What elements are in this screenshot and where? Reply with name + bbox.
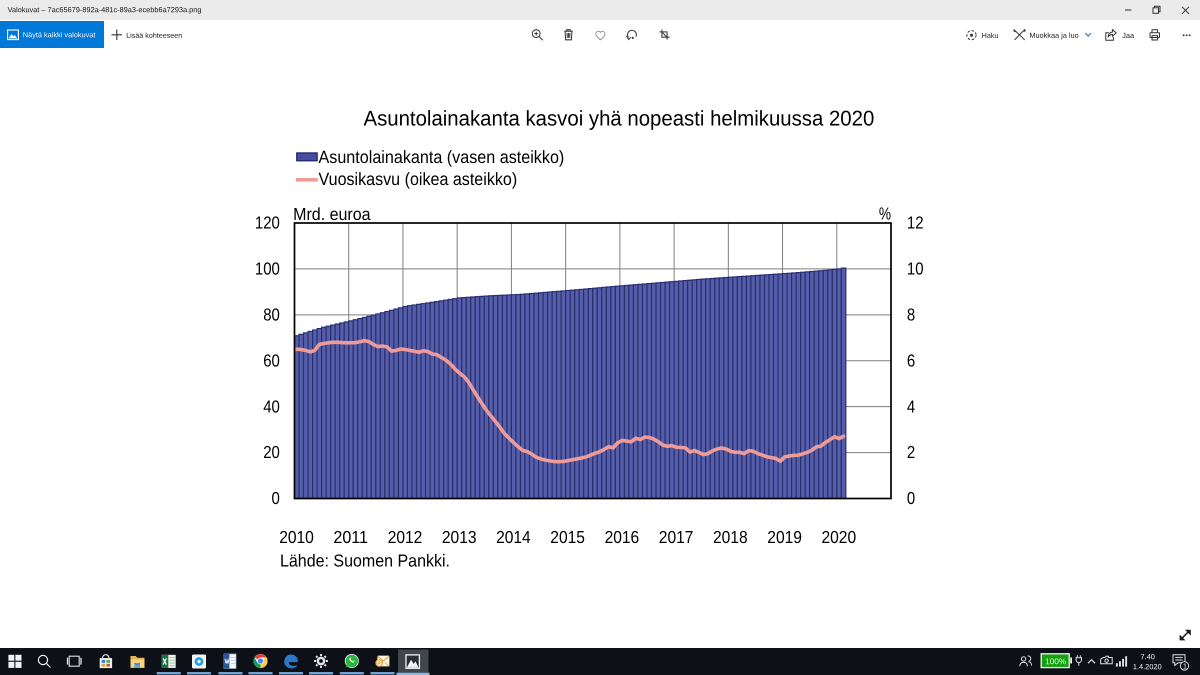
svg-text:Lähde: Suomen Pankki.: Lähde: Suomen Pankki. [280, 551, 450, 571]
svg-text:2012: 2012 [388, 527, 423, 547]
svg-text:2: 2 [907, 442, 915, 462]
svg-text:20: 20 [263, 442, 280, 462]
svg-text:120: 120 [255, 213, 280, 233]
svg-text:0: 0 [907, 488, 915, 508]
svg-text:2010: 2010 [279, 527, 314, 547]
svg-text:%: % [879, 204, 891, 224]
svg-text:2020: 2020 [822, 527, 857, 547]
svg-text:80: 80 [263, 304, 280, 324]
svg-text:2015: 2015 [550, 527, 585, 547]
svg-text:40: 40 [263, 396, 280, 416]
svg-text:2016: 2016 [605, 527, 640, 547]
svg-text:0: 0 [272, 488, 280, 508]
svg-text:100: 100 [255, 259, 280, 279]
svg-text:10: 10 [907, 259, 924, 279]
svg-text:2011: 2011 [333, 527, 368, 547]
svg-text:2018: 2018 [713, 527, 748, 547]
svg-text:Mrd. euroa: Mrd. euroa [293, 204, 371, 224]
svg-text:2013: 2013 [442, 527, 477, 547]
svg-text:4: 4 [907, 396, 916, 416]
svg-text:Vuosikasvu (oikea asteikko): Vuosikasvu (oikea asteikko) [319, 169, 518, 189]
svg-text:Asuntolainakanta (vasen asteik: Asuntolainakanta (vasen asteikko) [319, 147, 565, 167]
svg-text:2017: 2017 [659, 527, 694, 547]
svg-text:2014: 2014 [496, 527, 531, 547]
svg-text:12: 12 [907, 213, 924, 233]
svg-text:8: 8 [907, 304, 915, 324]
svg-text:60: 60 [263, 350, 280, 370]
svg-text:2019: 2019 [767, 527, 802, 547]
svg-text:Asuntolainakanta kasvoi yhä no: Asuntolainakanta kasvoi yhä nopeasti hel… [364, 107, 875, 131]
svg-text:6: 6 [907, 350, 915, 370]
